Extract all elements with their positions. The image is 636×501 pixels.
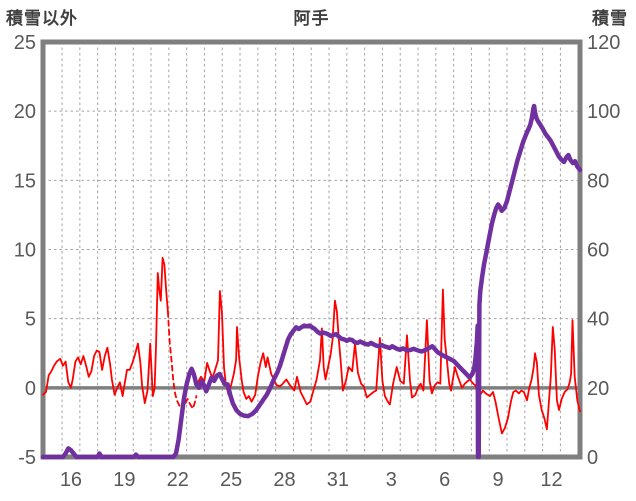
x-axis-tick-label: 9	[493, 469, 504, 491]
right-axis-tick-label: 60	[587, 240, 609, 262]
chart-title: 阿手	[293, 9, 330, 28]
left-axis-tick-label: 0	[25, 378, 36, 400]
series-line-snow-depth	[40, 103, 583, 460]
right-axis-tick-label: 0	[587, 447, 598, 469]
x-axis-tick-label: 16	[60, 469, 82, 491]
x-axis-tick-label: 28	[273, 469, 295, 491]
series-line-other-than-snow	[166, 310, 198, 411]
left-axis-tick-label: 15	[14, 170, 36, 192]
left-axis-tick-label: 20	[14, 101, 36, 123]
x-axis-tick-label: 25	[220, 469, 242, 491]
left-axis-title: 積雪以外	[6, 9, 78, 28]
left-axis-tick-label: -5	[18, 447, 36, 469]
left-axis-tick-label: 25	[14, 32, 36, 54]
x-axis-tick-label: 31	[327, 469, 349, 491]
x-axis-tick-label: 6	[439, 469, 450, 491]
x-axis-tick-label: 3	[386, 469, 397, 491]
right-axis-tick-label: 80	[587, 170, 609, 192]
series-line-other-than-snow	[196, 288, 581, 435]
right-axis-tick-label: 20	[587, 378, 609, 400]
right-axis-tick-label: 40	[587, 309, 609, 331]
right-axis-tick-label: 100	[587, 101, 620, 123]
right-axis-tick-label: 120	[587, 32, 620, 54]
left-axis-tick-label: 10	[14, 240, 36, 262]
right-axis-title: 積雪	[592, 9, 628, 28]
plot-frame	[40, 39, 583, 460]
left-axis-tick-label: 5	[25, 309, 36, 331]
x-axis-tick-label: 12	[540, 469, 562, 491]
x-axis-tick-label: 22	[167, 469, 189, 491]
series-line-other-than-snow	[42, 256, 169, 405]
x-axis-tick-label: 19	[113, 469, 135, 491]
